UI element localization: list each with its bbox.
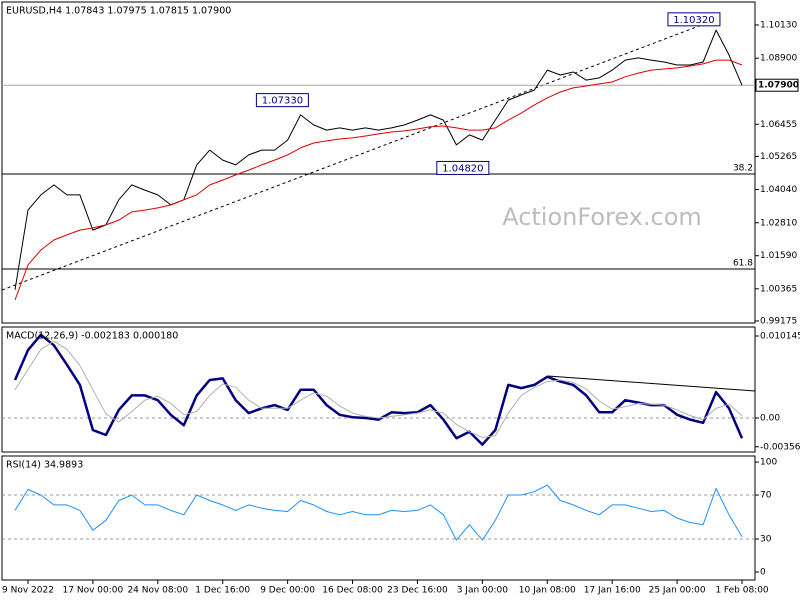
rsi-panel [1, 455, 756, 581]
macd-panel [1, 326, 756, 453]
y-tick-label: 0 [760, 567, 766, 577]
level-label: 61.8 [733, 258, 753, 268]
level-label: 38.2 [733, 163, 753, 173]
panel-title: EURUSD,H4 1.07843 1.07975 1.07815 1.0790… [6, 6, 231, 17]
y-tick-label: 1.10130 [760, 20, 797, 30]
x-tick-label: 9 Dec 00:00 [260, 586, 315, 596]
x-tick-label: 3 Jan 00:00 [457, 586, 509, 596]
current-price-label: 1.07900 [758, 81, 799, 91]
y-tick-label: 0.99175 [760, 316, 797, 326]
y-tick-label: 70 [760, 491, 772, 501]
y-tick-label: 1.08900 [760, 54, 797, 64]
x-tick-label: 1 Dec 16:00 [195, 586, 250, 596]
x-tick-label: 23 Dec 16:00 [387, 586, 448, 596]
annotation-box [667, 12, 721, 27]
y-tick-label: 1.02810 [760, 218, 797, 228]
divergence-line [547, 375, 756, 392]
y-tick-label: 1.00365 [760, 284, 797, 294]
x-tick-label: 16 Dec 08:00 [322, 586, 383, 596]
x-tick-label: 25 Jan 00:00 [649, 586, 706, 596]
price-panel [1, 1, 756, 324]
panel-title: MACD(12,26,9) -0.002183 0.000180 [6, 331, 178, 342]
x-tick-label: 17 Jan 16:00 [584, 586, 641, 596]
x-tick-label: 9 Nov 2022 [2, 586, 54, 596]
series-line [14, 29, 743, 290]
series-line [13, 333, 744, 446]
x-tick-label: 1 Feb 08:00 [715, 586, 769, 596]
y-tick-label: 1.05265 [760, 152, 797, 162]
annotation-box [255, 93, 309, 108]
y-tick-label: 0.00 [760, 413, 780, 423]
x-tick-label: 10 Jan 08:00 [519, 586, 576, 596]
x-tick-label: 24 Nov 08:00 [127, 586, 188, 596]
current-price-box [755, 78, 799, 92]
y-tick-label: 30 [760, 534, 772, 544]
series-line [14, 59, 743, 301]
trend-line [1, 19, 716, 291]
y-tick-label: 100 [760, 458, 777, 468]
y-tick-label: 0.010145 [760, 332, 800, 342]
panel-title: RSI(14) 34.9893 [6, 460, 83, 471]
annotation-label: 1.04820 [442, 163, 483, 174]
annotation-label: 1.07330 [262, 96, 303, 107]
y-tick-label: 1.04040 [760, 185, 797, 195]
series-line [14, 484, 743, 541]
annotation-box [436, 160, 490, 175]
y-tick-label: 1.06455 [760, 120, 797, 130]
y-tick-label: -0.003563 [760, 442, 800, 452]
x-tick-label: 17 Nov 00:00 [63, 586, 124, 596]
watermark: ActionForex.com [502, 203, 702, 231]
y-tick-label: 1.01590 [760, 251, 797, 261]
series-line [14, 340, 743, 438]
annotation-label: 1.10320 [673, 15, 714, 26]
